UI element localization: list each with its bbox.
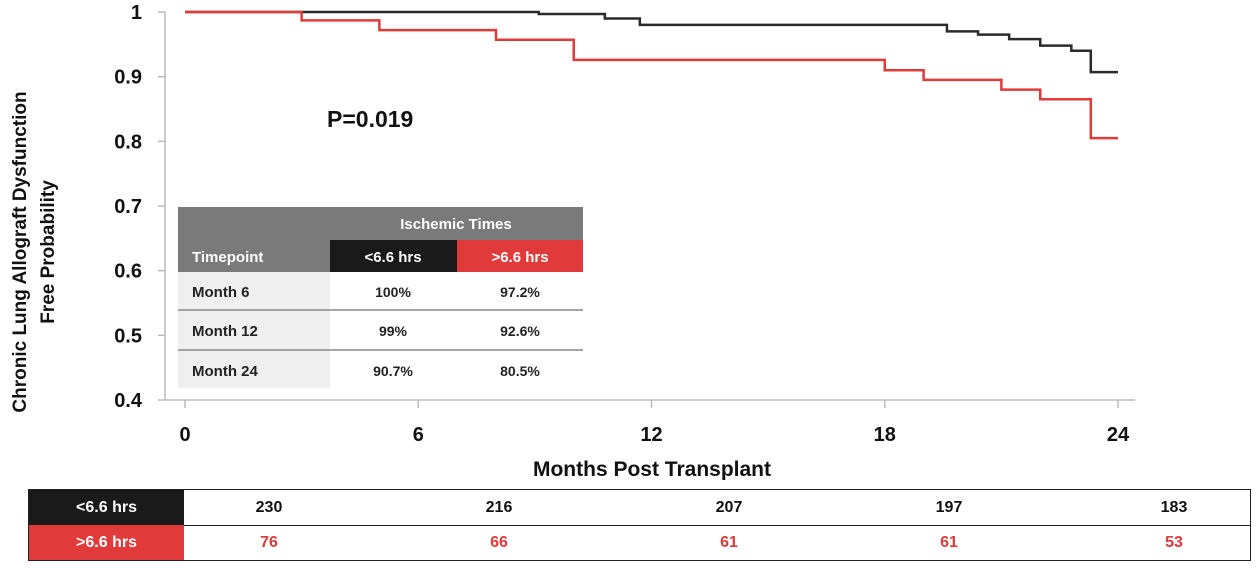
y-tick-label: 0.5 [114,325,142,347]
inset-col-header: Timepoint [192,249,263,266]
risk-row-label: <6.6 hrs [29,490,184,525]
inset-cell-low: 99% [379,323,408,339]
p-value-annotation: P=0.019 [327,106,413,132]
risk-cell: 66 [490,533,508,551]
inset-row-label: Month 24 [192,363,258,380]
risk-cell: 61 [720,533,738,551]
risk-cell: 230 [255,498,283,516]
inset-cell-low: 90.7% [373,363,413,379]
x-tick-label: 0 [179,424,190,446]
inset-table: Ischemic Times Timepoint <6.6 hrs >6.6 h… [178,207,583,388]
inset-row-label: Month 12 [192,323,258,340]
risk-cell: 207 [715,498,743,516]
x-tick-label: 6 [413,424,424,446]
y-tick-label: 0.4 [114,390,143,412]
risk-row-high: >6.6 hrs 76 66 61 61 53 [29,525,1250,560]
risk-cell: 216 [485,498,513,516]
risk-cell: 183 [1160,498,1188,516]
number-at-risk-table: <6.6 hrs 230 216 207 197 183 >6.6 hrs 76… [28,489,1251,561]
inset-cell-high: 97.2% [500,284,540,300]
y-axis-title-line-2: Free Probability [38,180,59,324]
inset-group-low: <6.6 hrs [364,249,421,266]
x-tick-label: 24 [1107,424,1130,446]
y-axis-title-line-1: Chronic Lung Allograft Dysfunction [10,91,31,412]
x-ticks: 0 6 12 18 24 [179,400,1130,446]
risk-cell: 61 [940,533,958,551]
inset-cell-low: 100% [375,284,411,300]
y-tick-label: 1 [131,2,142,24]
x-axis-title: Months Post Transplant [533,458,771,480]
inset-group-high: >6.6 hrs [491,249,548,266]
inset-group-header: Ischemic Times [400,216,511,233]
y-tick-label: 0.6 [114,261,142,283]
risk-cell: 53 [1165,533,1183,551]
series-group [185,10,1118,140]
x-tick-label: 12 [640,424,662,446]
series-line-high [185,10,1118,140]
risk-cell: 197 [935,498,963,516]
inset-cell-high: 92.6% [500,323,540,339]
x-tick-label: 18 [874,424,896,446]
risk-row-label: >6.6 hrs [29,525,184,560]
y-ticks: 0.4 0.5 0.6 0.7 0.8 0.9 1 [114,2,165,412]
inset-cell-high: 80.5% [500,363,540,379]
series-line-low [185,10,1118,74]
inset-row-label: Month 6 [192,284,250,301]
km-chart: 0.4 0.5 0.6 0.7 0.8 0.9 1 0 6 12 18 24 Months Post… [10,2,1135,480]
risk-cell: 76 [260,533,278,551]
y-tick-label: 0.7 [114,196,142,218]
y-tick-label: 0.8 [114,131,142,153]
risk-row-low: <6.6 hrs 230 216 207 197 183 [29,490,1250,526]
y-tick-label: 0.9 [114,67,142,89]
